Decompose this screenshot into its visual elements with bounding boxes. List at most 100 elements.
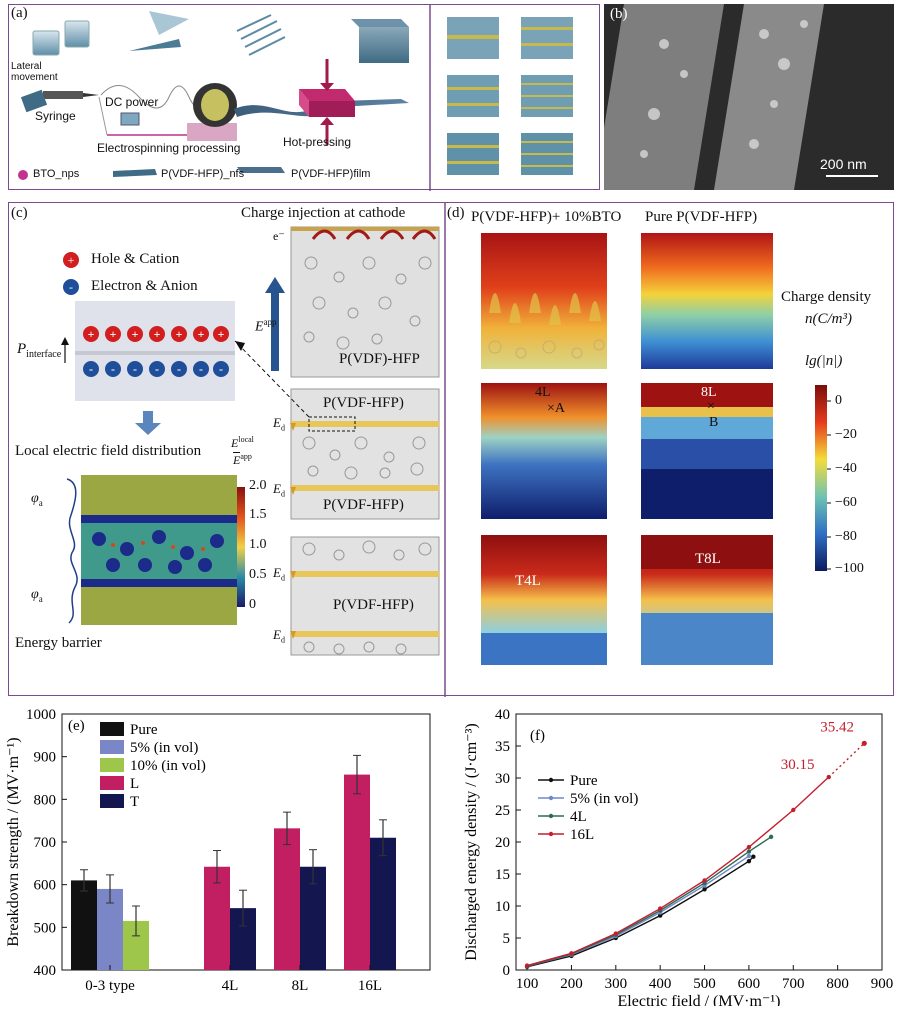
ed-label-3: Ed (273, 565, 285, 583)
chart-f-xtick-label-8: 900 (871, 976, 894, 992)
chart-f-xtick-label-2: 300 (605, 976, 628, 992)
chart-f-legend-label-0: Pure (570, 773, 598, 789)
chart-e-ytick-label-4: 800 (34, 792, 57, 808)
chart-f-ytick-label-1: 5 (503, 931, 511, 947)
scale-bar-label: 200 nm (820, 156, 867, 172)
p-interface-label: Pinterface (17, 341, 61, 360)
tag-x: × (707, 399, 715, 414)
d-cbar-tick-40: −40 (835, 461, 857, 476)
energy-barrier-label: Energy barrier (15, 635, 102, 651)
svg-text:+: + (88, 327, 95, 341)
chart-e-bar-8 (370, 837, 396, 970)
chart-f-point-3-7 (826, 774, 831, 780)
chart-f-ytick-label-4: 20 (495, 835, 510, 851)
tag-8L: 8L (701, 385, 717, 400)
panel-a-label: (a) (11, 5, 28, 21)
sem-image (604, 4, 894, 190)
block1-layer-label: P(VDF)-HFP (339, 351, 420, 367)
chart-f-xlabel: Electric field / (MV·m⁻¹) (618, 993, 781, 1006)
field-ratio-label: Elocal Eapp (231, 433, 254, 467)
svg-text:-: - (219, 362, 223, 376)
chart-f-legend-marker-3 (548, 831, 554, 837)
chart-f-series-line-2 (526, 836, 772, 967)
chart-f-point-3-6 (791, 807, 796, 813)
lg-label: lg(|n|) (805, 353, 843, 369)
electron-symbol: e⁻ (273, 229, 285, 243)
field-cbar-tick-0-5: 0.5 (249, 567, 267, 582)
field-cbar-tick-1-5: 1.5 (249, 507, 267, 522)
chart-f-ytick-label-7: 35 (495, 739, 510, 755)
chart-e-legend-label-0: Pure (130, 722, 158, 738)
e-app-label: Eapp (255, 317, 277, 336)
svg-text:+: + (132, 327, 139, 341)
ed-symbol-3: E (273, 565, 281, 580)
legend-bto: BTO_nps (33, 168, 80, 180)
chart-f-point-0-5 (746, 859, 752, 864)
chart-f-annotation-35-42: 35.42 (820, 719, 854, 735)
legend-nfs: P(VDF-HFP)_nfs (161, 168, 245, 180)
panel-cd-graphics: + + + + + + + - - - - - - - + - (61, 203, 831, 697)
block2-bottom-label: P(VDF-HFP) (323, 497, 404, 513)
chart-f-extrapolated-point (861, 740, 867, 746)
svg-text:+: + (68, 253, 75, 267)
chart-e-legend-swatch-0 (100, 722, 124, 736)
panel-cd: + + + + + + + - - - - - - - + - (8, 202, 894, 697)
ratio-numerator: E (231, 436, 239, 450)
ratio-numerator-sup: local (238, 435, 254, 444)
chart-e-ytick-label-2: 600 (34, 878, 57, 894)
svg-text:-: - (111, 362, 115, 376)
ed-sub-2: d (280, 489, 285, 499)
tag-T4L: T4L (515, 573, 541, 589)
chart-f-xtick-label-0: 100 (516, 976, 539, 992)
chart-f-extrapolation (828, 742, 865, 778)
tag-4L: 4L (535, 385, 551, 400)
ratio-denominator: E (232, 452, 241, 467)
map-title-right: Pure P(VDF-HFP) (645, 209, 758, 225)
chart-f-ytick-label-2: 10 (495, 899, 510, 915)
chart-e-legend-label-1: 5% (in vol) (130, 740, 198, 756)
chart-f-point-0-4 (702, 887, 707, 892)
chart-e-bar-5 (274, 828, 300, 970)
chart-e-xtick-label-1: 4L (222, 978, 239, 994)
chart-f-xtick-label-1: 200 (560, 976, 583, 992)
phi-a-bottom: φa (31, 587, 43, 604)
panel-b-label: (b) (610, 6, 628, 22)
chart-e-ytick-label-5: 900 (34, 750, 57, 766)
chart-f: 0 5 10 15 20 25 30 35 40 100 200 300 400 500 600 700 800… (463, 707, 894, 1006)
chart-e-xtick-label-3: 16L (358, 978, 382, 994)
chart-e-legend-label-3: L (130, 776, 139, 792)
chart-f-legend-label-2: 4L (570, 809, 587, 825)
electron-anion-label: Electron & Anion (91, 278, 198, 294)
svg-text:+: + (176, 327, 183, 341)
panel-b: (b) 200 nm (604, 4, 894, 190)
chart-f-xtick-label-7: 800 (826, 976, 849, 992)
chart-e-ytick-label-0: 400 (34, 963, 57, 979)
chart-f-point-0-6 (751, 854, 756, 859)
chart-f-legend-label-3: 16L (570, 827, 594, 843)
legend-film: P(VDF-HFP)film (291, 168, 371, 180)
local-field-label: Local electric field distribution (15, 443, 202, 459)
chart-e-legend-swatch-3 (100, 776, 124, 790)
chart-e-ytick-label-6: 1000 (26, 707, 56, 723)
p-interface-subscript: interface (26, 349, 62, 360)
chart-e-legend-label-4: T (130, 794, 139, 810)
chart-f-xtick-label-3: 400 (649, 976, 672, 992)
panel-d-label: (d) (447, 205, 465, 221)
phi-symbol-top: φ (31, 491, 39, 506)
panel-a: (a) Lateral movement Syringe DC power El… (8, 4, 600, 191)
chart-e-legend-swatch-2 (100, 758, 124, 772)
electrospinning-label: Electrospinning processing (97, 141, 241, 155)
chart-e-panel-label: (e) (68, 718, 85, 734)
chart-f-point-2-5 (746, 849, 752, 854)
svg-text:-: - (177, 362, 181, 376)
hole-cation-label: Hole & Cation (91, 251, 180, 267)
svg-text:-: - (199, 362, 203, 376)
d-cbar-tick-0: 0 (835, 393, 842, 408)
chart-f-point-0-3 (657, 913, 663, 918)
chart-e-xtick-label-2: 8L (292, 978, 309, 994)
d-cbar-tick-60: −60 (835, 495, 857, 510)
chart-e-legend-label-2: 10% (in vol) (130, 758, 206, 774)
d-cbar-tick-100: −100 (835, 561, 864, 576)
d-cbar-tick-20: −20 (835, 427, 857, 442)
ed-label-1: Ed (273, 415, 285, 433)
